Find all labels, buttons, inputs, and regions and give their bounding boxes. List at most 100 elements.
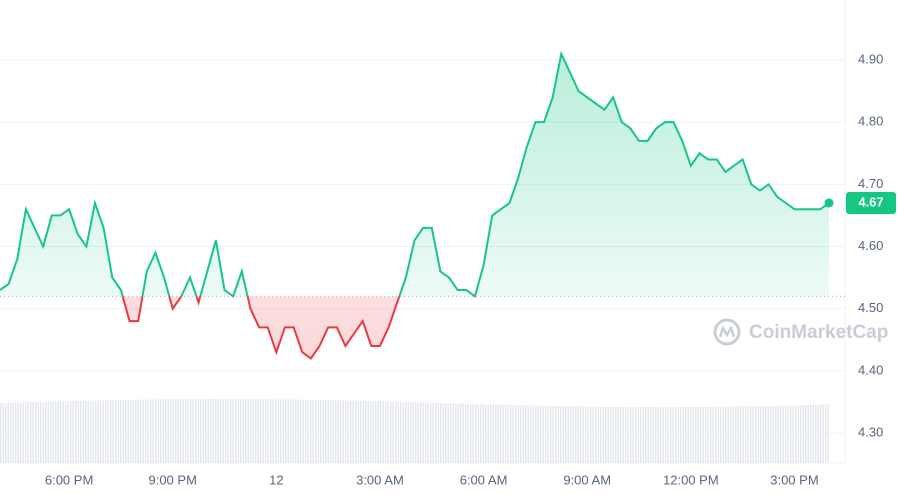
volume-bar bbox=[375, 401, 377, 463]
volume-bar bbox=[520, 405, 522, 463]
volume-bar bbox=[770, 405, 772, 463]
volume-bar bbox=[690, 406, 692, 463]
volume-bar bbox=[342, 400, 344, 463]
volume-bar bbox=[332, 400, 334, 463]
volume-bar bbox=[810, 404, 812, 463]
volume-bar bbox=[620, 406, 622, 463]
volume-bar bbox=[640, 406, 642, 463]
volume-bar bbox=[377, 401, 379, 463]
volume-bar bbox=[710, 406, 712, 463]
x-tick-label: 12:00 PM bbox=[663, 472, 719, 487]
volume-bar bbox=[312, 399, 314, 463]
volume-bar bbox=[220, 399, 222, 463]
volume-bar bbox=[722, 406, 724, 463]
volume-bar bbox=[270, 399, 272, 463]
volume-bar bbox=[202, 399, 204, 463]
volume-bar bbox=[815, 404, 817, 463]
volume-bar bbox=[597, 406, 599, 463]
volume-bar bbox=[630, 406, 632, 463]
volume-bar bbox=[715, 406, 717, 463]
volume-bar bbox=[557, 405, 559, 463]
volume-bar bbox=[177, 399, 179, 463]
volume-bar bbox=[705, 406, 707, 463]
volume-bar bbox=[545, 405, 547, 463]
volume-bar bbox=[385, 401, 387, 463]
volume-bar bbox=[317, 399, 319, 463]
volume-bar bbox=[642, 406, 644, 463]
volume-bar bbox=[360, 400, 362, 463]
volume-bar bbox=[60, 401, 62, 463]
volume-bar bbox=[330, 400, 332, 463]
volume-bar bbox=[382, 401, 384, 463]
volume-bar bbox=[590, 406, 592, 463]
volume-bar bbox=[37, 401, 39, 463]
volume-bar bbox=[172, 399, 174, 463]
volume-bar bbox=[610, 406, 612, 463]
y-tick-label: 4.40 bbox=[858, 362, 883, 377]
volume-bar bbox=[745, 406, 747, 463]
volume-bar bbox=[230, 399, 232, 463]
volume-bar bbox=[567, 406, 569, 463]
volume-bar bbox=[162, 399, 164, 463]
volume-bar bbox=[295, 399, 297, 463]
volume-bar bbox=[600, 406, 602, 463]
volume-bar bbox=[687, 406, 689, 463]
volume-bar bbox=[405, 402, 407, 463]
volume-bar bbox=[112, 400, 114, 463]
volume-bar bbox=[592, 406, 594, 463]
volume-bar bbox=[35, 402, 37, 463]
volume-bar bbox=[210, 399, 212, 463]
volume-bar bbox=[235, 399, 237, 463]
price-tag-label: 4.67 bbox=[858, 194, 883, 209]
volume-bar bbox=[772, 405, 774, 463]
volume-bar bbox=[485, 404, 487, 463]
volume-bar bbox=[370, 401, 372, 463]
volume-bar bbox=[257, 399, 259, 463]
volume-bar bbox=[277, 399, 279, 463]
volume-bar bbox=[40, 401, 42, 463]
volume-bar bbox=[272, 399, 274, 463]
volume-bar bbox=[287, 399, 289, 463]
volume-bar bbox=[657, 406, 659, 463]
volume-bar bbox=[190, 399, 192, 463]
volume-bar bbox=[827, 404, 829, 463]
y-tick-label: 4.80 bbox=[858, 114, 883, 129]
volume-bar bbox=[350, 400, 352, 463]
volume-bar bbox=[495, 404, 497, 463]
volume-bar bbox=[800, 405, 802, 463]
volume-bar bbox=[617, 406, 619, 463]
volume-bar bbox=[507, 404, 509, 463]
watermark-text: CoinMarketCap bbox=[749, 322, 888, 343]
volume-bar bbox=[792, 405, 794, 463]
volume-bar bbox=[392, 401, 394, 463]
volume-bar bbox=[82, 400, 84, 463]
y-tick-label: 4.90 bbox=[858, 51, 883, 66]
volume-bar bbox=[90, 400, 92, 463]
volume-bar bbox=[335, 400, 337, 463]
volume-bar bbox=[492, 404, 494, 463]
x-tick-label: 12 bbox=[269, 472, 283, 487]
volume-bar bbox=[647, 406, 649, 463]
volume-bar bbox=[185, 399, 187, 463]
volume-bar bbox=[670, 406, 672, 463]
x-tick-label: 6:00 AM bbox=[460, 472, 508, 487]
volume-bar bbox=[315, 399, 317, 463]
volume-bar bbox=[482, 404, 484, 463]
volume-bar bbox=[167, 399, 169, 463]
volume-bar bbox=[517, 405, 519, 463]
x-tick-label: 3:00 AM bbox=[356, 472, 404, 487]
volume-bar bbox=[655, 406, 657, 463]
volume-bar bbox=[147, 399, 149, 463]
volume-bar bbox=[285, 399, 287, 463]
volume-bar bbox=[325, 400, 327, 463]
volume-bar bbox=[510, 404, 512, 463]
volume-bar bbox=[662, 406, 664, 463]
volume-bar bbox=[672, 406, 674, 463]
volume-bar bbox=[807, 404, 809, 463]
x-tick-label: 9:00 AM bbox=[563, 472, 611, 487]
volume-bar bbox=[500, 404, 502, 463]
volume-bar bbox=[310, 399, 312, 463]
volume-bar bbox=[267, 399, 269, 463]
volume-bar bbox=[75, 400, 77, 463]
volume-bar bbox=[512, 404, 514, 463]
